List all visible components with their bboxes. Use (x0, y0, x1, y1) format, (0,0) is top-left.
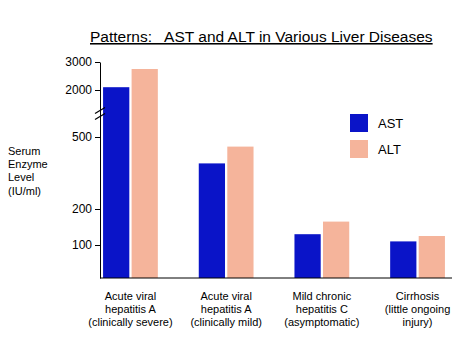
y-tick-label: 3000 (65, 55, 92, 69)
y-axis-title: SerumEnzymeLevel(IU/ml) (8, 145, 48, 197)
y-tick-label: 100 (72, 238, 92, 252)
y-tick: 100 (72, 238, 100, 252)
y-tick: 2000 (65, 83, 100, 97)
title: Patterns: AST and ALT in Various Liver D… (90, 28, 433, 45)
x-tick: Mild chronichepatitis C(asymptomatic) (284, 278, 359, 328)
bar (227, 147, 253, 278)
legend-swatch (350, 114, 368, 132)
y-tick-mark (95, 209, 100, 210)
y-tick-mark (95, 90, 100, 91)
chart: Patterns: AST and ALT in Various Liver D… (0, 0, 474, 355)
y-tick-label: 500 (72, 130, 92, 144)
y-tick-label: 200 (72, 202, 92, 216)
y-tick: 3000 (65, 55, 100, 69)
x-tick-label: Acute viralhepatitis A(clinically severe… (88, 290, 172, 328)
x-tick-label: Mild chronichepatitis C(asymptomatic) (284, 290, 359, 328)
legend-swatch (350, 140, 368, 158)
x-axis-line (100, 278, 452, 279)
x-tick-label: Cirrhosis(little ongoinginjury) (385, 290, 450, 328)
bar (132, 69, 158, 278)
y-tick: 500 (72, 130, 100, 144)
y-tick-label: 2000 (65, 83, 92, 97)
x-axis: Acute viralhepatitis A(clinically severe… (88, 278, 452, 328)
x-tick: Acute viralhepatitis A(clinically severe… (88, 278, 172, 328)
bar (294, 234, 320, 278)
legend: AST ALT (350, 114, 403, 158)
bar (199, 163, 225, 278)
bars (103, 69, 445, 278)
x-tick: Cirrhosis(little ongoinginjury) (385, 278, 450, 328)
bar (323, 222, 349, 278)
y-tick-mark (95, 137, 100, 138)
y-tick-mark (95, 245, 100, 246)
axis-break (95, 114, 105, 120)
x-tick-label: Acute viralhepatitis A(clinically mild) (190, 290, 262, 328)
bar (419, 236, 445, 278)
bar (390, 241, 416, 278)
axis-break (95, 108, 105, 114)
y-tick-mark (95, 62, 100, 63)
x-tick: Acute viralhepatitis A(clinically mild) (190, 278, 262, 328)
legend-label: ALT (378, 142, 401, 157)
y-axis-line (100, 63, 101, 279)
y-axis: 100 200 500 2000 3000 (65, 55, 100, 278)
bar (103, 87, 129, 278)
legend-label: AST (378, 116, 403, 131)
y-tick: 200 (72, 202, 100, 216)
